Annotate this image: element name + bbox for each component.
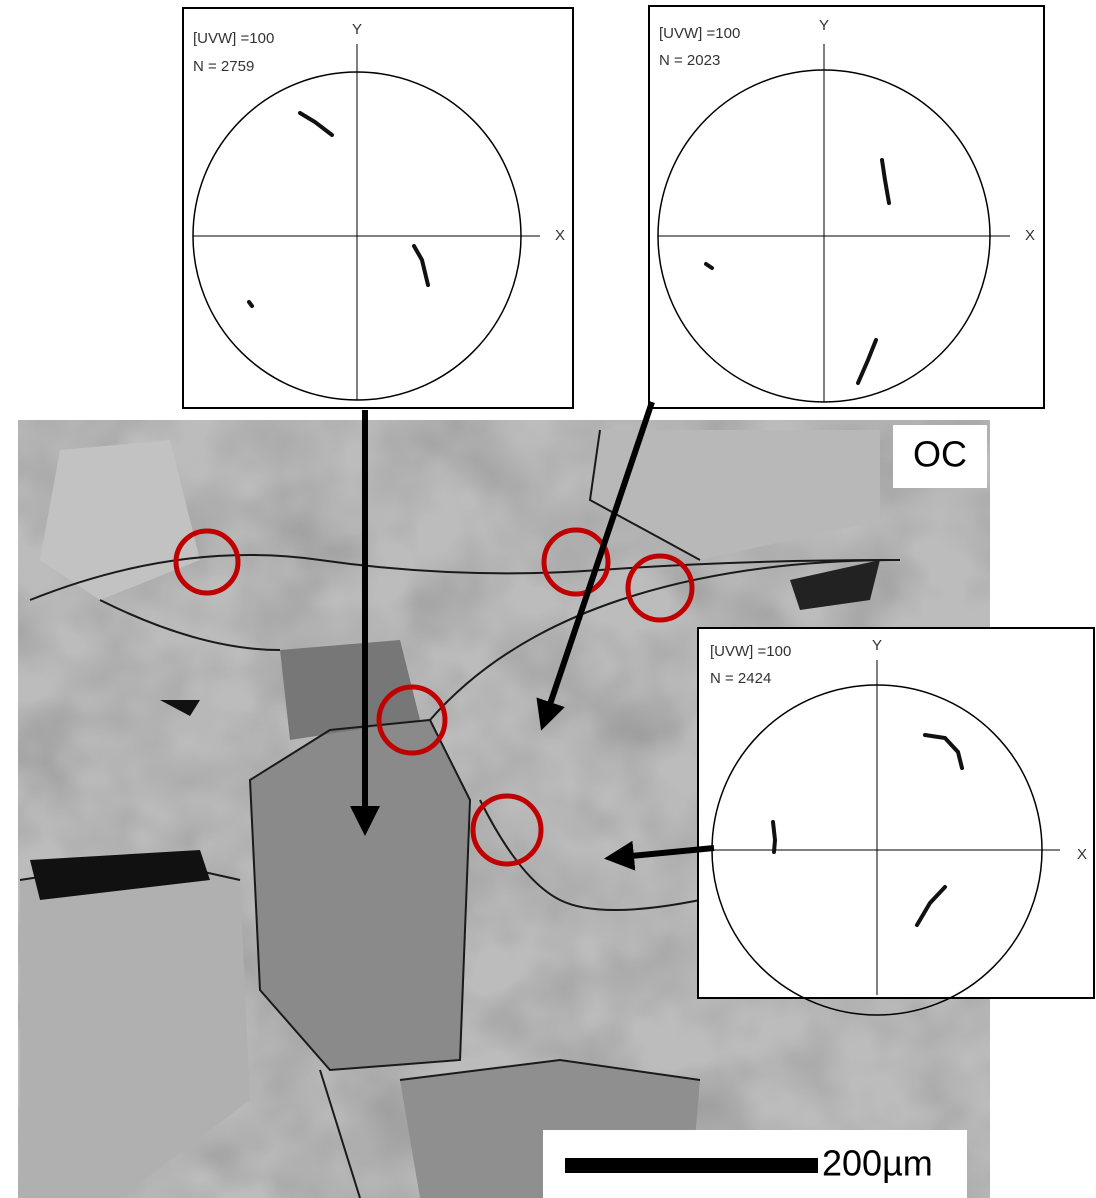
uvw: [UVW] =100: [193, 30, 274, 47]
scale-bar: [565, 1158, 818, 1173]
y-axis-label: Y: [872, 637, 882, 654]
figure: OC [UVW] =100 N = 2759 Y X [UVW] =100 N …: [0, 0, 1096, 1198]
count: N = 2023: [659, 52, 720, 69]
y-axis-label: Y: [819, 17, 829, 34]
x-axis-label: X: [1077, 846, 1087, 863]
pole-figure: [UVW] =100 N = 2023 Y X: [649, 6, 1044, 408]
count: N = 2759: [193, 58, 254, 75]
y-axis-label: Y: [352, 21, 362, 38]
pole-figure: [UVW] =100 N = 2759 Y X: [183, 8, 573, 408]
count: N = 2424: [710, 670, 771, 687]
pole-figure: [UVW] =100 N = 2424 Y X: [698, 628, 1094, 1015]
image-label: OC: [913, 434, 967, 475]
x-axis-label: X: [1025, 227, 1035, 244]
x-axis-label: X: [555, 227, 565, 244]
scale-label: 200µm: [822, 1143, 933, 1184]
uvw: [UVW] =100: [659, 25, 740, 42]
uvw: [UVW] =100: [710, 643, 791, 660]
